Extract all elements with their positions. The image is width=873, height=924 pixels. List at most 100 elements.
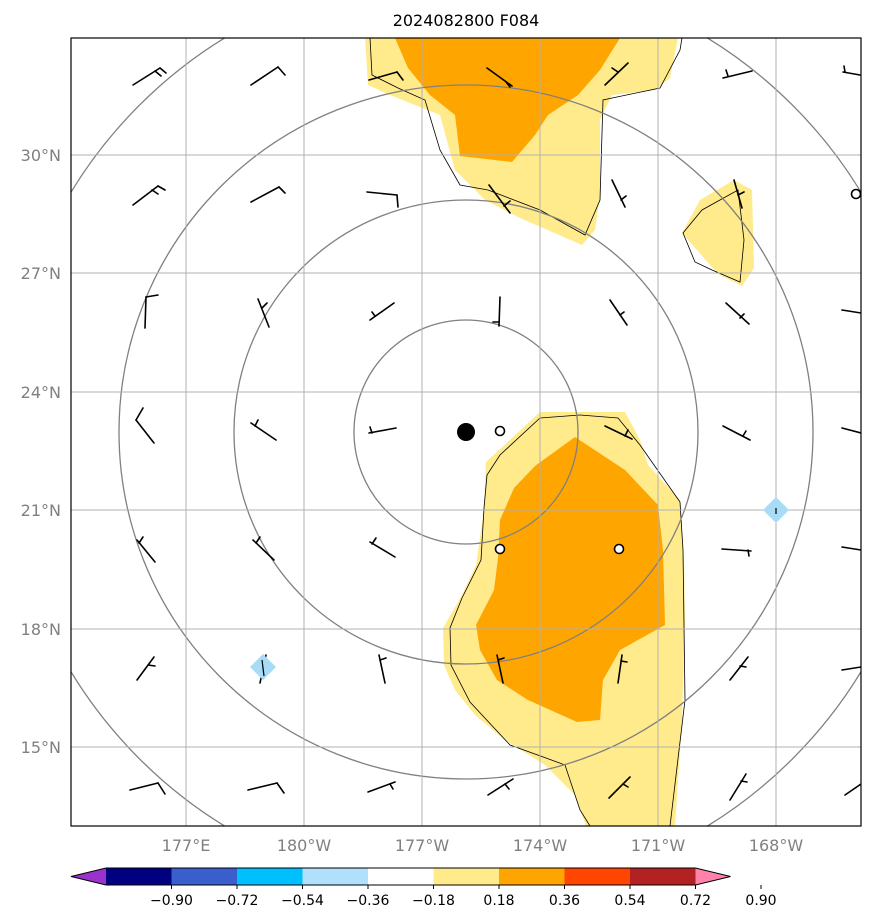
wind-barb	[129, 782, 166, 795]
colorbar-segment	[564, 868, 631, 885]
wind-barb	[250, 419, 277, 441]
wind-barb	[725, 302, 750, 325]
wind-barb	[135, 407, 155, 444]
wind-barb	[488, 184, 511, 214]
latitude-labels: 30°N 27°N 24°N 21°N 18°N 15°N	[21, 146, 61, 757]
plot-area	[71, 38, 861, 826]
wind-barb	[367, 781, 396, 793]
range-circles	[71, 38, 861, 826]
open-circle-marker	[494, 425, 506, 437]
colorbar-segment	[433, 868, 500, 885]
lat-label: 15°N	[21, 738, 61, 757]
negative-diamond-marker	[763, 497, 789, 523]
wind-barb	[841, 666, 861, 671]
open-circle-marker	[613, 543, 625, 555]
wind-barb	[369, 302, 395, 321]
wind-barb	[136, 536, 156, 563]
lat-label: 27°N	[21, 264, 61, 283]
colorbar-segment	[171, 868, 238, 885]
colorbar-tick-label: 0.54	[614, 893, 645, 909]
wind-barb	[604, 425, 633, 440]
range-circle	[233, 199, 699, 665]
colorbar-tick-label: −0.72	[216, 893, 259, 909]
wind-barb	[729, 773, 748, 801]
wind-barb	[250, 186, 286, 203]
gridlines	[71, 38, 861, 826]
wind-barb	[721, 548, 752, 557]
colorbar: −0.90 −0.72 −0.54 −0.36 −0.18 0.18 0.36 0.54 0.7…	[70, 867, 777, 909]
lon-label: 174°W	[513, 836, 568, 855]
lon-label: 177°W	[395, 836, 450, 855]
wind-barb	[486, 67, 513, 88]
wind-barb	[252, 536, 275, 561]
wind-barb	[729, 656, 749, 681]
wind-barb	[369, 537, 396, 558]
lat-label: 30°N	[21, 146, 61, 165]
wind-barb	[257, 298, 270, 328]
wind-barb	[844, 783, 861, 796]
wind-barb	[842, 65, 861, 76]
wind-barb	[733, 179, 745, 209]
wind-barb	[492, 296, 501, 327]
longitude-labels: 177°E 180°W 177°W 174°W 171°W 168°W	[162, 836, 804, 855]
wind-barb	[136, 656, 156, 681]
range-circle	[118, 84, 814, 780]
lat-label: 24°N	[21, 383, 61, 402]
colorbar-tick-label: −0.36	[347, 893, 390, 909]
colorbar-segment	[237, 868, 303, 885]
wind-barb	[841, 309, 861, 314]
wind-barb	[617, 654, 628, 684]
wind-barb	[611, 179, 627, 208]
markers	[250, 188, 861, 680]
shaded-region-north	[365, 38, 678, 245]
wind-barb	[250, 66, 286, 86]
wind-barb	[378, 654, 387, 684]
lat-label: 18°N	[21, 620, 61, 639]
lon-label: 177°E	[162, 836, 211, 855]
range-circle	[71, 38, 861, 826]
wind-barb	[487, 778, 514, 796]
colorbar-tick-label: 0.36	[549, 893, 580, 909]
colorbar-tick-label: 0.90	[745, 893, 776, 909]
colorbar-tick-label: −0.90	[150, 893, 193, 909]
colorbar-extend-low	[71, 868, 106, 885]
wind-barb	[604, 62, 629, 86]
colorbar-tick-label: −0.18	[412, 893, 455, 909]
colorbar-tick-label: 0.72	[680, 893, 711, 909]
storm-center-marker	[457, 423, 475, 441]
wind-barb	[609, 299, 628, 326]
map-title: 2024082800 F084	[393, 11, 540, 30]
colorbar-segment	[302, 868, 369, 885]
wind-barb	[132, 185, 166, 206]
wind-barb	[722, 69, 753, 79]
shaded-region-northeast	[682, 180, 754, 286]
wind-barb	[841, 546, 861, 551]
lon-label: 180°W	[277, 836, 332, 855]
colorbar-segment	[630, 868, 696, 885]
wind-barb	[841, 427, 861, 434]
colorbar-tick-label: −0.54	[281, 893, 324, 909]
wind-barb	[496, 654, 505, 684]
wind-barb	[368, 426, 397, 434]
wind-barb	[144, 294, 159, 329]
colorbar-extend-high	[695, 868, 731, 885]
wind-barb	[608, 776, 631, 799]
open-circle-marker	[494, 543, 506, 555]
lat-label: 21°N	[21, 501, 61, 520]
wind-barb	[722, 425, 751, 441]
colorbar-tick-label: 0.18	[483, 893, 514, 909]
wind-barb	[132, 67, 167, 86]
wind-barb	[368, 71, 404, 81]
lon-label: 168°W	[749, 836, 804, 855]
lon-label: 171°W	[631, 836, 686, 855]
wind-barbs	[129, 62, 861, 801]
range-circle	[353, 319, 579, 545]
negative-diamond-marker	[250, 654, 276, 680]
open-circle-marker	[850, 188, 861, 200]
colorbar-segment	[106, 868, 172, 885]
colorbar-segment	[499, 868, 565, 885]
shaded-region-south	[443, 412, 685, 826]
wind-barb	[247, 782, 285, 794]
colorbar-segment	[368, 868, 434, 885]
